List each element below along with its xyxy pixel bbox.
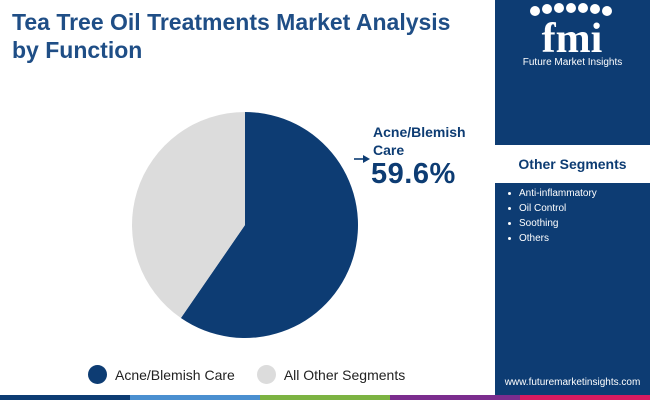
list-item: Others [508,231,597,246]
list-item: Soothing [508,216,597,231]
bottom-bar-segment [130,395,260,400]
other-segments-box [495,145,650,183]
bottom-color-bar [0,395,650,400]
other-segments-list: Anti-inflammatory Oil Control Soothing O… [508,186,597,246]
pie-slice-acne-blemish-care [180,112,358,338]
page-title: Tea Tree Oil Treatments Market Analysis … [12,9,451,63]
legend: Acne/Blemish Care All Other Segments [88,365,427,384]
other-segments-title: Other Segments [518,156,627,172]
callout-label: Acne/Blemish Care [373,124,466,158]
pie-chart [132,112,370,338]
legend-label: All Other Segments [283,366,406,383]
logo-tagline: Future Market Insights [522,57,623,68]
bottom-bar-segment [260,395,390,400]
legend-label: Acne/Blemish Care [115,366,235,383]
side-panel: fmi Future Market Insights Other Segment… [495,0,650,400]
callout-arrow-icon [363,155,370,163]
callout-value: 59.6% [371,158,456,190]
fmi-logo-icon: fmi [530,3,612,62]
pie-slices [132,112,358,338]
list-item: Oil Control [508,201,597,216]
bottom-bar-segment [0,395,130,400]
legend-swatch [88,365,107,384]
legend-swatch [256,365,276,384]
website-link[interactable]: www.futuremarketinsights.com [504,377,641,388]
svg-text:fmi: fmi [542,16,603,62]
bottom-bar-segment [520,395,650,400]
pie-slice-all-other-segments [132,112,245,319]
list-item: Anti-inflammatory [508,186,597,201]
legend-item-acne: Acne/Blemish Care [88,365,235,384]
legend-item-others: All Other Segments [256,365,406,384]
bottom-bar-segment [390,395,520,400]
